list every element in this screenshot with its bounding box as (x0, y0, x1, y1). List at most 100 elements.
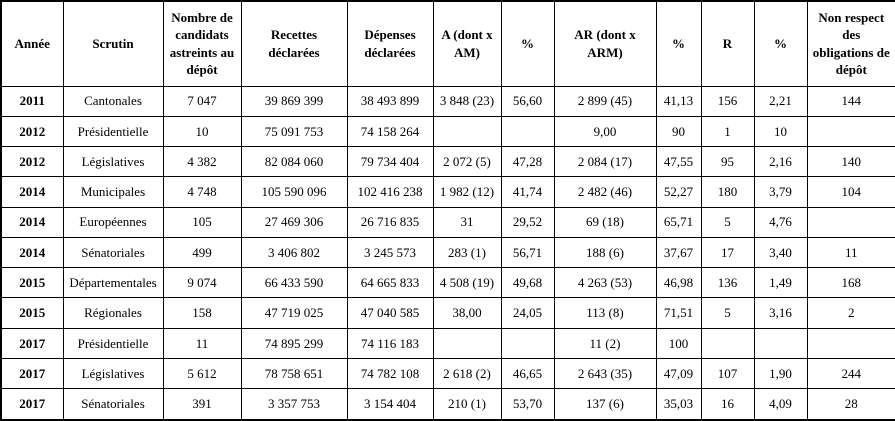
cell-scrutin: Présidentielle (62, 327, 164, 360)
cell-nombre-candidats: 9 074 (162, 267, 242, 299)
cell-nombre-candidats: 391 (162, 388, 242, 421)
cell-a-dont-am: 3 848 (23) (432, 85, 502, 117)
cell-a-dont-am: 38,00 (432, 297, 502, 329)
cell-ar-dont-arm: 11 (2) (553, 327, 657, 360)
cell-annee: 2012 (0, 115, 64, 148)
table-row: 2011 Cantonales 7 047 39 869 399 38 493 899 3… (0, 85, 895, 117)
cell-pct-ar: 35,03 (655, 388, 702, 421)
cell-annee: 2012 (0, 146, 64, 178)
cell-pct-a: 53,70 (500, 388, 555, 421)
column-header-recettes: Recettes déclarées (240, 0, 348, 87)
cell-depenses: 26 716 835 (346, 206, 434, 238)
table-row: 2017 Présidentielle 11 74 895 299 74 116 183… (0, 327, 895, 360)
table-row: 2014 Sénatoriales 499 3 406 802 3 245 573 283… (0, 236, 895, 269)
column-header-nombre-candidats: Nombre de candidats astreints au dépôt (162, 0, 242, 87)
cell-r: 136 (700, 267, 755, 299)
cell-depenses: 64 665 833 (346, 267, 434, 299)
cell-non-respect: 140 (806, 146, 895, 178)
cell-pct-r: 4,09 (753, 388, 808, 421)
cell-non-respect: 144 (806, 85, 895, 117)
cell-pct-a: 56,71 (500, 236, 555, 269)
column-header-a-dont-am: A (dont x AM) (432, 0, 502, 87)
cell-nombre-candidats: 5 612 (162, 358, 242, 390)
cell-pct-ar: 37,67 (655, 236, 702, 269)
cell-pct-r: 2,21 (753, 85, 808, 117)
cell-recettes: 66 433 590 (240, 267, 348, 299)
table-row: 2015 Régionales 158 47 719 025 47 040 585 38,… (0, 297, 895, 329)
cell-annee: 2014 (0, 236, 64, 269)
cell-pct-a: 56,60 (500, 85, 555, 117)
table-row: 2014 Européennes 105 27 469 306 26 716 835 31… (0, 206, 895, 238)
column-header-r: R (700, 0, 755, 87)
cell-r: 156 (700, 85, 755, 117)
cell-pct-ar: 90 (655, 115, 702, 148)
cell-annee: 2017 (0, 327, 64, 360)
cell-nombre-candidats: 158 (162, 297, 242, 329)
cell-r: 107 (700, 358, 755, 390)
cell-pct-r: 3,40 (753, 236, 808, 269)
cell-annee: 2015 (0, 267, 64, 299)
cell-depenses: 3 154 404 (346, 388, 434, 421)
cell-a-dont-am: 31 (432, 206, 502, 238)
cell-scrutin: Européennes (62, 206, 164, 238)
cell-non-respect: 168 (806, 267, 895, 299)
cell-r: 17 (700, 236, 755, 269)
cell-ar-dont-arm: 2 643 (35) (553, 358, 657, 390)
cell-pct-r: 3,79 (753, 176, 808, 208)
table-row: 2017 Législatives 5 612 78 758 651 74 782 10… (0, 358, 895, 390)
cell-a-dont-am: 4 508 (19) (432, 267, 502, 299)
cell-r: 95 (700, 146, 755, 178)
cell-ar-dont-arm: 2 482 (46) (553, 176, 657, 208)
cell-depenses: 38 493 899 (346, 85, 434, 117)
cell-annee: 2014 (0, 176, 64, 208)
cell-depenses: 74 782 108 (346, 358, 434, 390)
cell-pct-ar: 52,27 (655, 176, 702, 208)
cell-a-dont-am: 2 072 (5) (432, 146, 502, 178)
cell-non-respect (806, 327, 895, 360)
cell-scrutin: Cantonales (62, 85, 164, 117)
cell-pct-a: 46,65 (500, 358, 555, 390)
cell-pct-r: 1,90 (753, 358, 808, 390)
column-header-pct-ar: % (655, 0, 702, 87)
cell-depenses: 47 040 585 (346, 297, 434, 329)
cell-pct-r (753, 327, 808, 360)
cell-non-respect (806, 115, 895, 148)
cell-depenses: 74 158 264 (346, 115, 434, 148)
cell-depenses: 102 416 238 (346, 176, 434, 208)
cell-ar-dont-arm: 188 (6) (553, 236, 657, 269)
cell-pct-ar: 65,71 (655, 206, 702, 238)
cell-non-respect: 244 (806, 358, 895, 390)
column-header-ar-dont-arm: AR (dont x ARM) (553, 0, 657, 87)
column-header-pct-a: % (500, 0, 555, 87)
cell-r: 180 (700, 176, 755, 208)
cell-pct-r: 1,49 (753, 267, 808, 299)
cell-pct-r: 2,16 (753, 146, 808, 178)
cell-nombre-candidats: 499 (162, 236, 242, 269)
column-header-annee: Année (0, 0, 64, 87)
cell-recettes: 3 406 802 (240, 236, 348, 269)
cell-nombre-candidats: 7 047 (162, 85, 242, 117)
cell-non-respect: 28 (806, 388, 895, 421)
cell-annee: 2014 (0, 206, 64, 238)
cell-pct-ar: 71,51 (655, 297, 702, 329)
cell-r: 5 (700, 206, 755, 238)
cell-recettes: 27 469 306 (240, 206, 348, 238)
cell-pct-r: 3,16 (753, 297, 808, 329)
cell-a-dont-am: 1 982 (12) (432, 176, 502, 208)
cell-annee: 2011 (0, 85, 64, 117)
cell-pct-a: 47,28 (500, 146, 555, 178)
cell-scrutin: Législatives (62, 358, 164, 390)
cell-non-respect: 2 (806, 297, 895, 329)
cell-scrutin: Municipales (62, 176, 164, 208)
cell-a-dont-am: 283 (1) (432, 236, 502, 269)
table-row: 2014 Municipales 4 748 105 590 096 102 416 2… (0, 176, 895, 208)
cell-recettes: 47 719 025 (240, 297, 348, 329)
table-row: 2012 Législatives 4 382 82 084 060 79 734 40… (0, 146, 895, 178)
cell-pct-a: 29,52 (500, 206, 555, 238)
cell-recettes: 75 091 753 (240, 115, 348, 148)
cell-recettes: 74 895 299 (240, 327, 348, 360)
cell-recettes: 3 357 753 (240, 388, 348, 421)
table-row: 2015 Départementales 9 074 66 433 590 64 665… (0, 267, 895, 299)
column-header-scrutin: Scrutin (62, 0, 164, 87)
